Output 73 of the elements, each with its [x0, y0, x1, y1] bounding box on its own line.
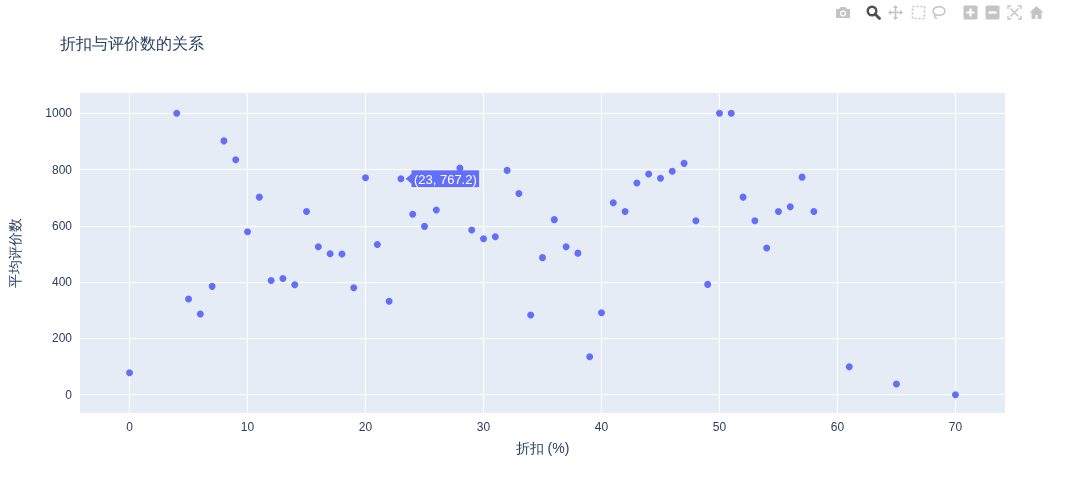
point	[680, 159, 688, 167]
point	[291, 281, 299, 289]
point	[645, 170, 653, 178]
point	[373, 240, 381, 248]
chart-title: 折扣与评价数的关系	[60, 34, 204, 52]
point	[798, 173, 806, 181]
point	[409, 210, 417, 218]
point	[385, 297, 393, 305]
y-axis-title: 平均评价数	[7, 218, 23, 288]
y-tick-label: 600	[51, 218, 73, 233]
point	[892, 380, 900, 388]
point	[586, 353, 594, 361]
point	[314, 243, 322, 251]
point	[774, 207, 782, 215]
x-tick-label: 50	[712, 420, 727, 434]
point	[550, 216, 558, 224]
point	[173, 109, 181, 117]
point	[621, 207, 629, 215]
y-tick-label: 400	[51, 275, 73, 290]
point	[539, 254, 546, 262]
y-tick-label: 0	[65, 387, 73, 402]
point	[598, 309, 605, 317]
point	[208, 282, 216, 290]
point	[810, 207, 818, 215]
point	[503, 166, 511, 174]
x-tick-label: 20	[358, 420, 373, 434]
x-tick-label: 40	[594, 420, 609, 434]
annotation: (23, 767.2)	[413, 172, 477, 188]
point	[727, 109, 735, 117]
point	[432, 206, 440, 214]
point	[562, 243, 570, 251]
point	[326, 250, 334, 258]
point	[951, 391, 959, 399]
point	[196, 310, 204, 318]
y-tick-label: 800	[51, 162, 73, 177]
point	[362, 174, 370, 182]
x-tick-label: 10	[240, 420, 255, 434]
point	[609, 199, 617, 207]
point	[255, 193, 263, 201]
y-tick-label: 200	[51, 331, 73, 346]
point	[515, 189, 523, 197]
point	[527, 311, 535, 319]
point	[845, 363, 853, 371]
point	[656, 174, 664, 182]
point	[468, 226, 476, 234]
point	[574, 249, 582, 257]
point	[350, 284, 358, 292]
point	[397, 175, 405, 183]
point	[763, 244, 771, 252]
point	[491, 233, 499, 241]
point	[786, 203, 794, 211]
x-axis-title: 折扣 (%)	[515, 440, 570, 456]
point	[421, 222, 429, 230]
x-tick-label: 60	[830, 420, 845, 434]
point	[185, 295, 193, 303]
point	[267, 276, 275, 284]
point	[692, 217, 700, 225]
point	[668, 167, 676, 175]
point	[456, 164, 464, 172]
point	[279, 274, 287, 282]
point	[704, 280, 712, 288]
point	[480, 235, 488, 243]
point	[751, 217, 759, 225]
x-tick-label: 0	[126, 420, 134, 434]
point	[715, 109, 723, 117]
point	[126, 369, 134, 377]
point	[220, 137, 228, 145]
x-tick-label: 70	[948, 420, 963, 434]
x-tick-label: 30	[476, 420, 491, 434]
y-tick-label: 1000	[45, 106, 73, 121]
point	[232, 156, 240, 164]
point	[244, 228, 252, 236]
point	[303, 207, 311, 215]
